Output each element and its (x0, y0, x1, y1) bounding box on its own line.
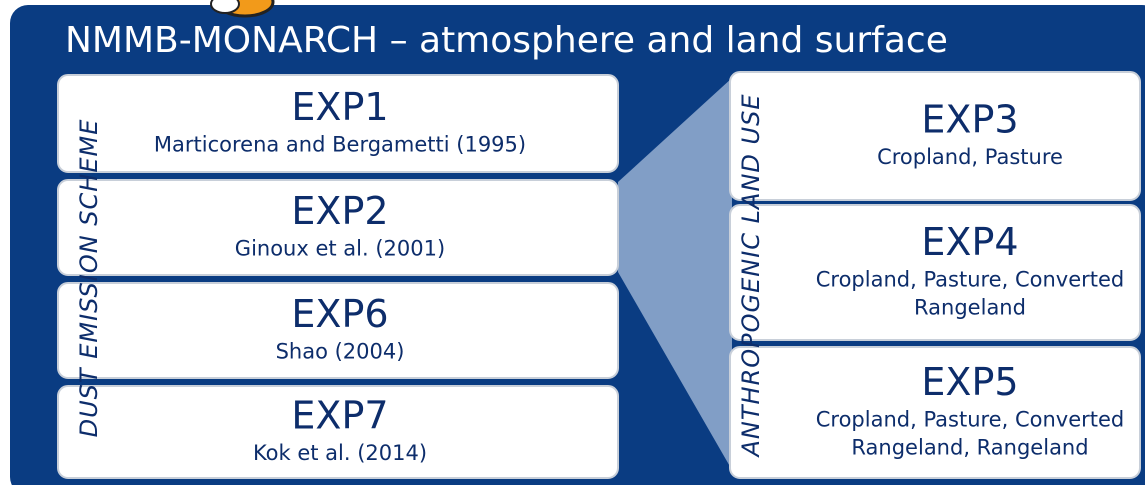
exp-name: EXP6 (291, 292, 388, 336)
exp-description: Rangeland, Rangeland (851, 436, 1088, 460)
exp-description: Marticorena and Bergametti (1995) (154, 133, 526, 157)
exp-description: Rangeland (914, 296, 1026, 320)
diagram: NMMB-MONARCH – atmosphere and land surfa… (0, 0, 1145, 485)
left-group-label: DUST EMISSION SCHEME (75, 119, 103, 438)
exp-description: Shao (2004) (276, 340, 405, 364)
exp-description: Ginoux et al. (2001) (235, 237, 445, 261)
exp-name: EXP7 (291, 394, 388, 438)
exp-name: EXP5 (921, 360, 1018, 404)
exp-name: EXP2 (291, 189, 388, 233)
exp-description: Kok et al. (2014) (253, 441, 427, 465)
exp-description: Cropland, Pasture (877, 145, 1063, 169)
right-group-label: ANTHROPOGENIC LAND USE (737, 93, 765, 458)
exp-name: EXP3 (921, 98, 1018, 142)
exp-description: Cropland, Pasture, Converted (816, 268, 1125, 292)
exp-name: EXP4 (921, 220, 1018, 264)
exp-description: Cropland, Pasture, Converted (816, 408, 1125, 432)
exp-name: EXP1 (291, 85, 388, 129)
title: NMMB-MONARCH – atmosphere and land surfa… (65, 20, 948, 61)
